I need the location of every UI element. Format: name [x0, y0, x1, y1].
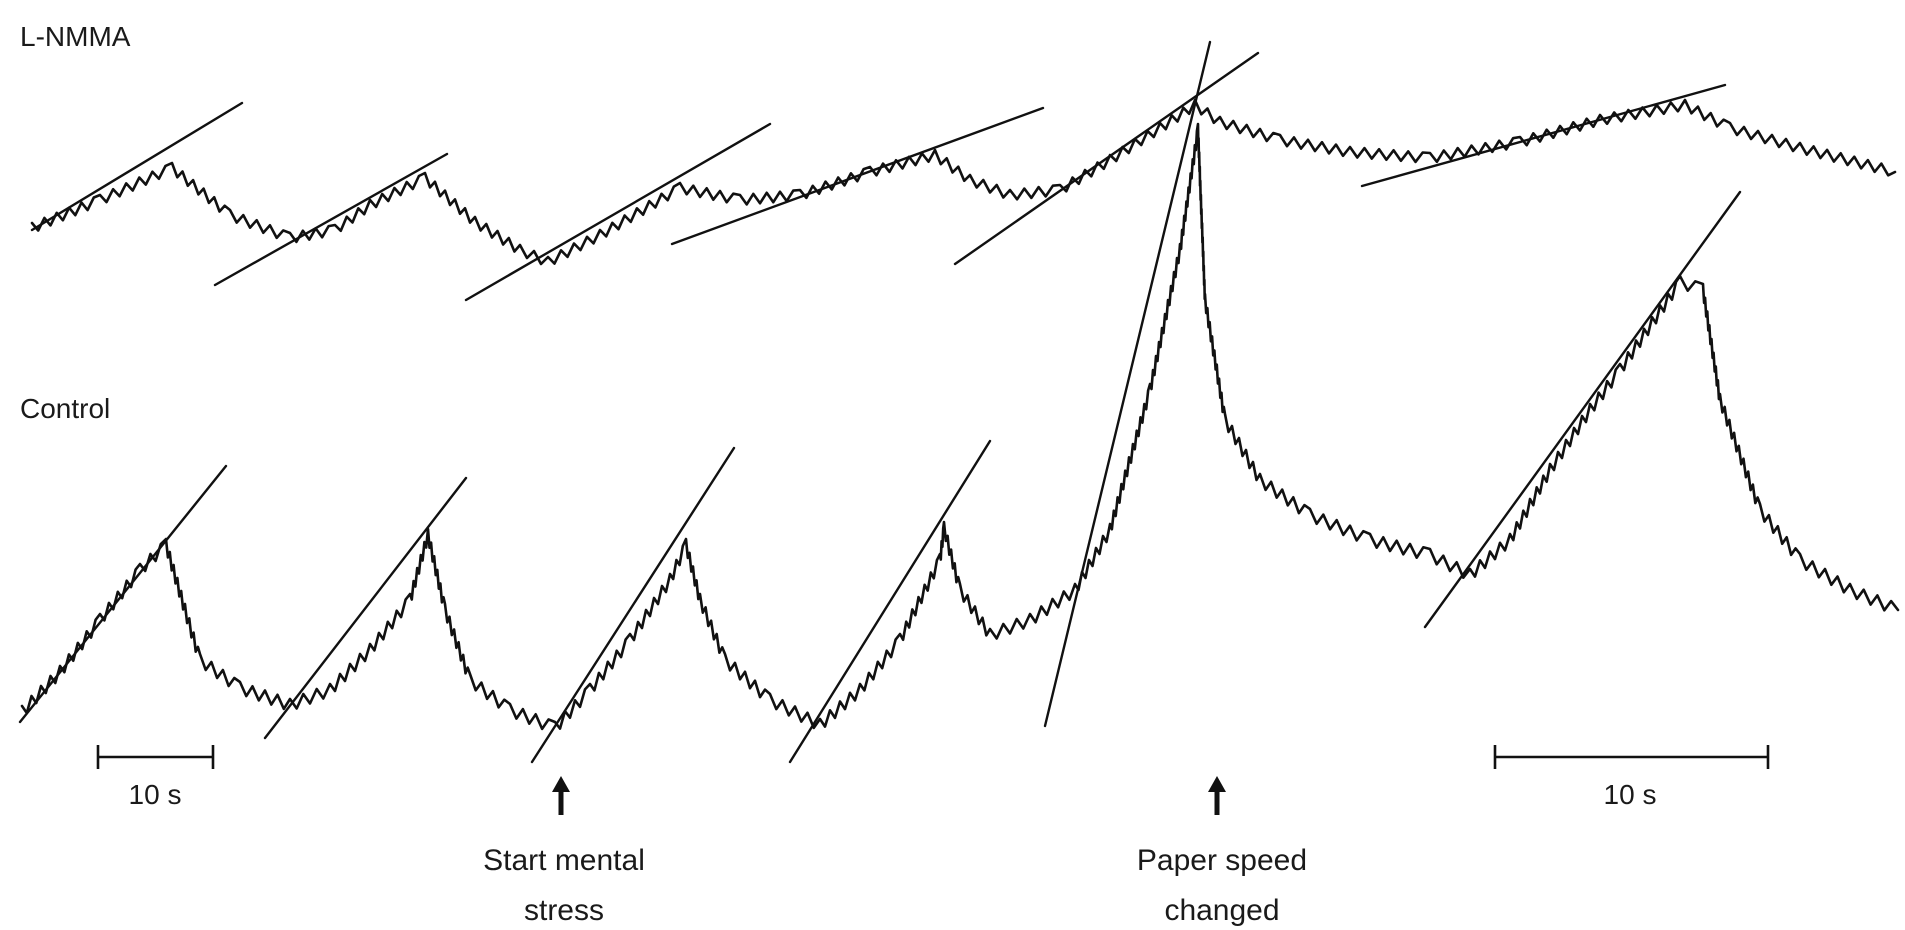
lnmma-tangent-line [670, 106, 1045, 246]
lnmma-trace [30, 98, 1897, 266]
scale-bar-left: 10 s [96, 745, 215, 810]
arrow-up-icon [1208, 776, 1226, 815]
annotation-paper-speed-line2: changed [1164, 894, 1279, 927]
annotation-start-stress-line1: Start mental [483, 844, 645, 877]
lnmma-tangent-line [953, 51, 1260, 266]
annotation-start-stress-line2: stress [524, 894, 604, 927]
lnmma-tangent-line [213, 152, 449, 287]
control-trace [20, 122, 1900, 731]
arrow-up-icon [552, 776, 570, 815]
trace-label-control: Control [20, 393, 110, 424]
control-trace-group [18, 40, 1900, 764]
scale-bar-right-label: 10 s [1604, 779, 1657, 810]
lnmma-tangent-line [464, 122, 772, 302]
control-tangent-line [788, 439, 992, 764]
lnmma-trace-group [30, 51, 1897, 302]
lnmma-tangent-line [1360, 83, 1727, 188]
control-tangent-line [263, 476, 468, 740]
scale-bar-left-label: 10 s [129, 779, 182, 810]
control-tangent-line [1043, 40, 1212, 728]
trace-label-lnmma: L-NMMA [20, 21, 131, 52]
scale-bar-right: 10 s [1493, 745, 1770, 810]
control-tangent-line [530, 446, 736, 764]
control-tangent-line [18, 464, 228, 724]
control-tangent-line [1423, 190, 1742, 629]
lnmma-tangent-line [30, 101, 244, 232]
annotation-paper-speed-line1: Paper speed [1137, 844, 1307, 877]
